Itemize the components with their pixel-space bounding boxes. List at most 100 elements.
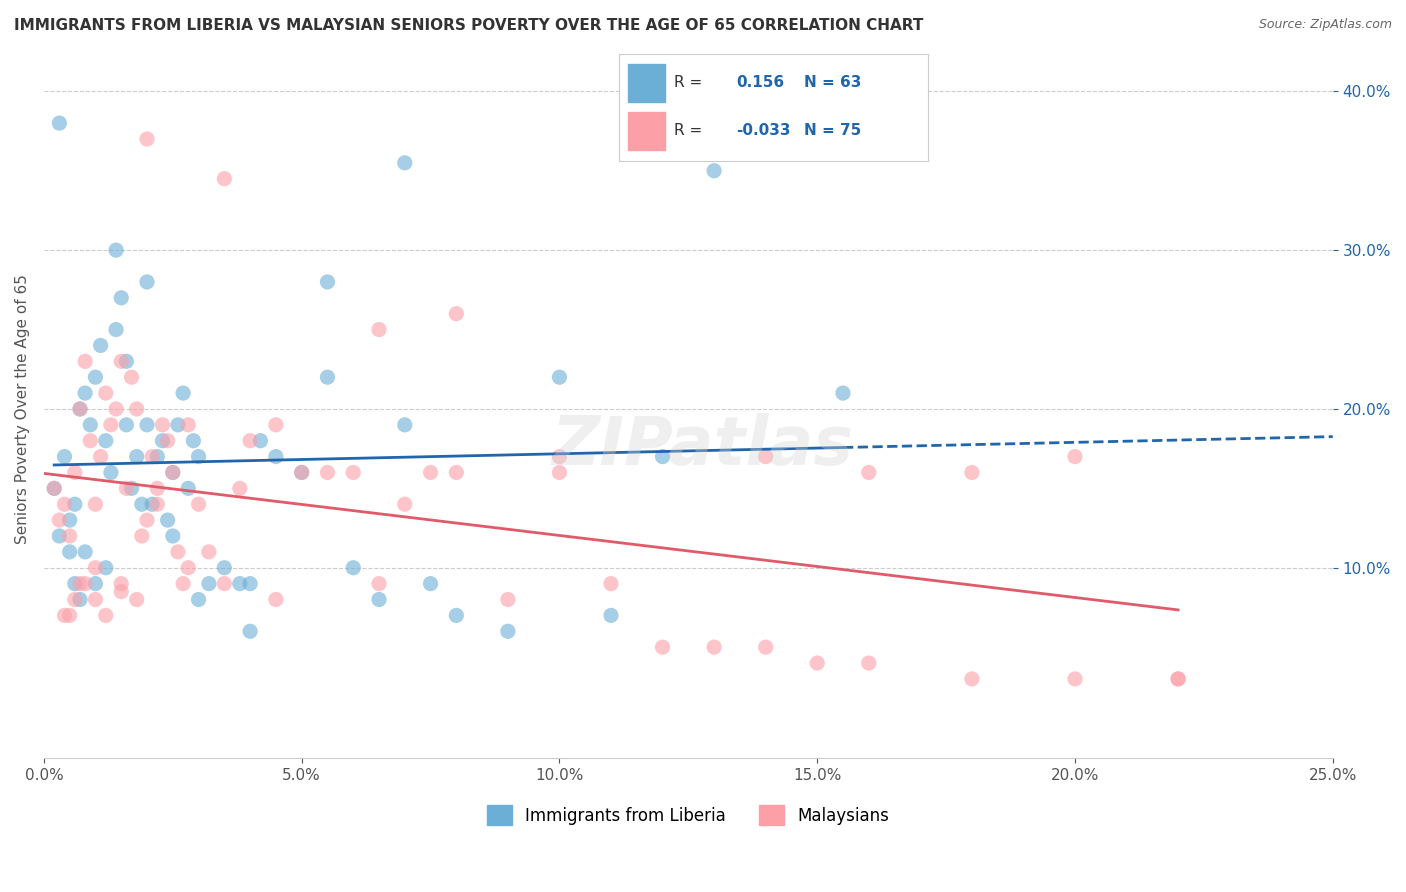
Y-axis label: Seniors Poverty Over the Age of 65: Seniors Poverty Over the Age of 65	[15, 274, 30, 544]
Immigrants from Liberia	[69, 592, 91, 607]
Immigrants from Liberia	[239, 576, 262, 591]
Malaysians	[136, 132, 159, 146]
Immigrants from Liberia	[316, 275, 339, 289]
Malaysians	[110, 584, 132, 599]
Text: N = 75: N = 75	[804, 123, 862, 138]
Malaysians	[125, 592, 148, 607]
Immigrants from Liberia	[198, 576, 221, 591]
Immigrants from Liberia	[136, 275, 159, 289]
Malaysians	[1064, 450, 1087, 464]
Immigrants from Liberia	[183, 434, 205, 448]
Immigrants from Liberia	[131, 497, 153, 511]
Immigrants from Liberia	[115, 417, 138, 432]
Malaysians	[156, 434, 179, 448]
Malaysians	[214, 576, 236, 591]
Malaysians	[48, 513, 70, 527]
Malaysians	[858, 466, 880, 480]
Immigrants from Liberia	[832, 386, 855, 401]
Immigrants from Liberia	[84, 576, 107, 591]
Malaysians	[125, 401, 148, 416]
Text: 0.156: 0.156	[737, 75, 785, 90]
Text: IMMIGRANTS FROM LIBERIA VS MALAYSIAN SENIORS POVERTY OVER THE AGE OF 65 CORRELAT: IMMIGRANTS FROM LIBERIA VS MALAYSIAN SEN…	[14, 18, 924, 33]
Immigrants from Liberia	[249, 434, 271, 448]
Immigrants from Liberia	[141, 497, 163, 511]
Malaysians	[115, 481, 138, 495]
Malaysians	[960, 672, 983, 686]
Malaysians	[162, 466, 184, 480]
Malaysians	[59, 529, 82, 543]
Immigrants from Liberia	[125, 450, 148, 464]
Malaysians	[548, 466, 571, 480]
Malaysians	[152, 417, 174, 432]
Immigrants from Liberia	[69, 401, 91, 416]
Immigrants from Liberia	[264, 450, 287, 464]
Immigrants from Liberia	[156, 513, 179, 527]
Immigrants from Liberia	[100, 466, 122, 480]
Malaysians	[136, 513, 159, 527]
Malaysians	[110, 354, 132, 368]
Malaysians	[264, 417, 287, 432]
Malaysians	[229, 481, 252, 495]
Malaysians	[755, 450, 778, 464]
Bar	[628, 64, 665, 102]
Immigrants from Liberia	[90, 338, 112, 352]
Malaysians	[167, 545, 190, 559]
Malaysians	[316, 466, 339, 480]
Immigrants from Liberia	[63, 576, 86, 591]
Immigrants from Liberia	[162, 466, 184, 480]
Malaysians	[69, 576, 91, 591]
Malaysians	[146, 481, 169, 495]
Immigrants from Liberia	[229, 576, 252, 591]
Malaysians	[53, 608, 76, 623]
Immigrants from Liberia	[48, 116, 70, 130]
Immigrants from Liberia	[239, 624, 262, 639]
Immigrants from Liberia	[446, 608, 468, 623]
Text: R =: R =	[675, 75, 703, 90]
Malaysians	[90, 450, 112, 464]
Immigrants from Liberia	[214, 560, 236, 574]
Malaysians	[177, 417, 200, 432]
Malaysians	[368, 576, 391, 591]
Malaysians	[141, 450, 163, 464]
Immigrants from Liberia	[105, 243, 128, 257]
Malaysians	[79, 434, 101, 448]
Malaysians	[960, 466, 983, 480]
Malaysians	[806, 656, 828, 670]
Immigrants from Liberia	[105, 322, 128, 336]
Malaysians	[446, 466, 468, 480]
Immigrants from Liberia	[291, 466, 314, 480]
Immigrants from Liberia	[600, 608, 623, 623]
Immigrants from Liberia	[342, 560, 364, 574]
Text: ZIPatlas: ZIPatlas	[553, 413, 853, 479]
Malaysians	[394, 497, 416, 511]
Malaysians	[100, 417, 122, 432]
Immigrants from Liberia	[703, 163, 725, 178]
Immigrants from Liberia	[394, 417, 416, 432]
Immigrants from Liberia	[94, 434, 117, 448]
Malaysians	[121, 370, 143, 384]
Immigrants from Liberia	[162, 529, 184, 543]
Malaysians	[198, 545, 221, 559]
Text: Source: ZipAtlas.com: Source: ZipAtlas.com	[1258, 18, 1392, 31]
Malaysians	[84, 592, 107, 607]
Immigrants from Liberia	[79, 417, 101, 432]
Malaysians	[651, 640, 673, 655]
Immigrants from Liberia	[53, 450, 76, 464]
Malaysians	[858, 656, 880, 670]
Text: R =: R =	[675, 123, 703, 138]
Legend: Immigrants from Liberia, Malaysians: Immigrants from Liberia, Malaysians	[478, 797, 898, 834]
Malaysians	[1167, 672, 1189, 686]
Malaysians	[239, 434, 262, 448]
Malaysians	[59, 608, 82, 623]
Malaysians	[264, 592, 287, 607]
Malaysians	[146, 497, 169, 511]
Malaysians	[63, 592, 86, 607]
Malaysians	[84, 497, 107, 511]
Malaysians	[75, 354, 97, 368]
Malaysians	[84, 560, 107, 574]
Immigrants from Liberia	[44, 481, 66, 495]
Malaysians	[105, 401, 128, 416]
Malaysians	[44, 481, 66, 495]
Immigrants from Liberia	[115, 354, 138, 368]
Malaysians	[1064, 672, 1087, 686]
